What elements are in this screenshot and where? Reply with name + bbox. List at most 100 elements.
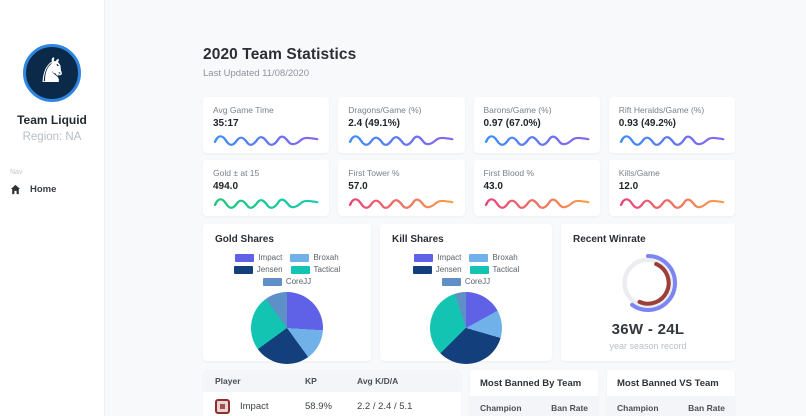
col-ban-rate: Ban Rate	[551, 403, 588, 413]
legend-swatch-icon	[469, 253, 489, 262]
sparkline-chart	[619, 135, 725, 146]
sparkline-chart	[213, 198, 319, 209]
stat-card-first-tower: First Tower % 57.0	[338, 160, 465, 216]
legend-item-broxah: Broxah	[469, 253, 518, 262]
legend-item-corejj: CoreJJ	[262, 277, 312, 286]
legend-swatch-icon	[290, 265, 310, 274]
legend-label: Broxah	[492, 253, 518, 262]
season-record-sublabel: year season record	[609, 341, 687, 351]
team-liquid-logo: ♞	[23, 44, 81, 102]
winrate-donut-chart	[618, 253, 678, 313]
gold-shares-title: Gold Shares	[215, 234, 274, 245]
gold-shares-pie-chart	[251, 292, 323, 364]
legend-swatch-icon	[262, 277, 282, 286]
legend-label: CoreJJ	[464, 277, 491, 286]
col-ban-rate: Ban Rate	[688, 403, 725, 413]
player-avatar	[215, 399, 230, 414]
legend-label: Impact	[437, 253, 462, 262]
stat-label: First Tower %	[348, 168, 400, 178]
sparkline-chart	[349, 135, 454, 146]
stat-card-barons: Barons/Game (%) 0.97 (67.0%)	[473, 97, 600, 153]
legend-label: Tactical	[492, 265, 520, 274]
gold-shares-legend: Impact Broxah Jensen Tactical CoreJJ	[215, 253, 359, 286]
stat-label: Avg Game Time	[213, 105, 274, 115]
most-banned-by-team-card: Most Banned By Team Champion Ban Rate	[470, 370, 598, 416]
legend-label: Tactical	[313, 265, 341, 274]
recent-winrate-card: Recent Winrate 36W - 24L year season rec…	[561, 224, 735, 361]
sparkline-chart	[213, 135, 319, 146]
nav-section-label: Nav	[10, 169, 23, 176]
stat-value: 494.0	[213, 181, 239, 192]
legend-item-impact: Impact	[235, 253, 282, 262]
legend-label: Jensen	[435, 265, 462, 274]
stat-label: First Blood %	[483, 168, 535, 178]
legend-item-jensen: Jensen	[233, 265, 283, 274]
sidebar: ♞ Team Liquid Region: NA Nav Home	[0, 0, 105, 416]
legend-item-tactical: Tactical	[469, 265, 520, 274]
kill-shares-legend: Impact Broxah Jensen Tactical CoreJJ	[392, 253, 540, 286]
gold-shares-card: Gold Shares Impact Broxah Jensen Tactical Co…	[203, 224, 371, 364]
stat-label: Gold ± at 15	[213, 168, 260, 178]
stat-card-rift-heralds: Rift Heralds/Game (%) 0.93 (49.2%)	[608, 97, 735, 153]
region-label: Region: NA	[22, 131, 82, 143]
most-banned-by-team-title: Most Banned By Team	[470, 370, 598, 396]
legend-label: Impact	[258, 253, 283, 262]
kill-shares-pie-chart	[430, 292, 502, 364]
stat-label: Dragons/Game (%)	[348, 105, 422, 115]
sparkline-chart	[484, 135, 589, 146]
sparkline-chart	[619, 198, 725, 209]
col-kda: Avg K/D/A	[357, 376, 399, 386]
legend-swatch-icon	[414, 253, 434, 262]
legend-swatch-icon	[469, 265, 489, 274]
legend-label: Jensen	[256, 265, 283, 274]
player-stats-table: Player KP Avg K/D/A Impact 58.9% 2.2 / 2…	[203, 370, 461, 416]
stat-label: Kills/Game	[618, 168, 660, 178]
stat-value: 57.0	[348, 181, 368, 192]
kill-shares-card: Kill Shares Impact Broxah Jensen Tactical Co…	[380, 224, 552, 364]
kill-shares-title: Kill Shares	[392, 234, 444, 245]
stat-value: 0.93 (49.2%)	[618, 118, 677, 129]
most-banned-vs-team-title: Most Banned VS Team	[607, 370, 735, 396]
legend-swatch-icon	[441, 277, 461, 286]
legend-label: CoreJJ	[285, 277, 312, 286]
most-banned-vs-team-card: Most Banned VS Team Champion Ban Rate	[607, 370, 735, 416]
banned-vs-header: Champion Ban Rate	[607, 396, 735, 416]
legend-swatch-icon	[233, 265, 253, 274]
stat-value: 12.0	[618, 181, 639, 192]
sidebar-item-home[interactable]: Home	[10, 184, 56, 195]
player-name: Impact	[240, 401, 269, 412]
banned-by-header: Champion Ban Rate	[470, 396, 598, 416]
last-updated: Last Updated 11/08/2020	[203, 68, 309, 79]
sparkline-chart	[349, 198, 454, 209]
legend-item-jensen: Jensen	[412, 265, 462, 274]
player-kp: 58.9%	[305, 401, 332, 412]
legend-swatch-icon	[235, 253, 255, 262]
col-champion: Champion	[617, 403, 659, 413]
stat-card-grid: Avg Game Time 35:17 Dragons/Game (%) 2.4…	[203, 97, 735, 216]
legend-label: Broxah	[313, 253, 339, 262]
legend-item-impact: Impact	[414, 253, 461, 262]
col-kp: KP	[305, 376, 317, 386]
stat-card-gold-at-15: Gold ± at 15 494.0	[203, 160, 330, 216]
player-kda: 2.2 / 2.4 / 5.1	[357, 401, 413, 412]
legend-swatch-icon	[412, 265, 432, 274]
home-icon	[10, 184, 21, 195]
stat-value: 35:17	[213, 118, 239, 129]
stat-card-kills-per-game: Kills/Game 12.0	[608, 160, 735, 216]
legend-item-broxah: Broxah	[290, 253, 339, 262]
recent-winrate-title: Recent Winrate	[573, 234, 646, 245]
legend-item-tactical: Tactical	[290, 265, 341, 274]
horse-logo-icon: ♞	[36, 52, 68, 90]
sparkline-chart	[484, 198, 589, 209]
legend-swatch-icon	[290, 253, 310, 262]
player-row-impact[interactable]: Impact 58.9% 2.2 / 2.4 / 5.1	[203, 392, 461, 416]
stat-value: 43.0	[483, 181, 503, 192]
page-title: 2020 Team Statistics	[203, 46, 357, 63]
legend-item-corejj: CoreJJ	[441, 277, 491, 286]
stat-card-first-blood: First Blood % 43.0	[473, 160, 600, 216]
stat-value: 0.97 (67.0%)	[483, 118, 541, 129]
col-champion: Champion	[480, 403, 522, 413]
stat-label: Barons/Game (%)	[483, 105, 552, 115]
col-player: Player	[215, 376, 241, 386]
team-name: Team Liquid	[17, 113, 87, 127]
